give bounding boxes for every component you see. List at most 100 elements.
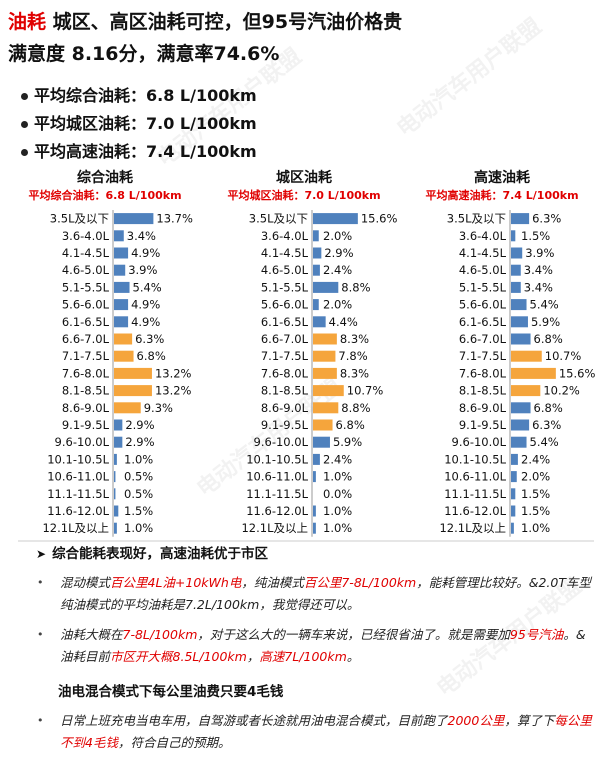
highlighted-text: 7-8L/100km <box>122 627 198 642</box>
category-tick-label: 6.6-7.0L <box>459 332 507 346</box>
comment-text: 混动模式 <box>60 575 111 590</box>
bar <box>114 402 141 414</box>
bar <box>114 522 117 534</box>
data-label: 6.3% <box>135 332 164 346</box>
comment-text: ，纯油模式 <box>241 575 304 590</box>
category-tick-label: 4.6-5.0L <box>261 263 309 277</box>
category-tick-label: 9.6-10.0L <box>55 435 110 449</box>
highlighted-text: 2000公里 <box>447 713 505 728</box>
category-tick-label: 9.1-9.5L <box>62 418 110 432</box>
key-point-2: 油电混合模式下每公里油费只要4毛钱 <box>58 683 283 701</box>
category-tick-label: 5.1-5.5L <box>261 280 309 294</box>
comment-text: 油耗大概在 <box>60 627 123 642</box>
bar <box>313 505 316 517</box>
category-tick-label: 3.6-4.0L <box>261 229 309 243</box>
bar <box>114 505 119 517</box>
bar <box>511 264 521 276</box>
data-label: 2.4% <box>521 452 550 466</box>
bar-chart-svg: 3.5L及以下 13.7% 3.6-4.0L 3.4% 4.1-4.5L 4.9% 4.6-… <box>42 210 193 537</box>
bar <box>511 436 527 448</box>
page-title: 油耗 城区、高区油耗可控，但95号汽油价格贵 <box>8 10 402 34</box>
category-tick-label: 6.1-6.5L <box>261 315 309 329</box>
summary-item-combined: 平均综合油耗：6.8 L/100km <box>21 82 257 110</box>
data-label: 7.8% <box>338 349 367 363</box>
bar <box>511 230 516 242</box>
data-label: 13.7% <box>156 212 193 226</box>
bar <box>313 350 336 362</box>
highway-consumption-chart: 高速油耗 平均高速油耗：7.4 L/100km 3.5L及以下 6.3% 3.6-4… <box>402 168 602 537</box>
section-divider <box>18 540 594 542</box>
category-tick-label: 12.1L及以上 <box>439 521 506 535</box>
comment-bullet-1: • 混动模式百公里4L油+10kWh电，纯油模式百公里7-8L/100km，能耗… <box>37 572 595 616</box>
category-tick-label: 10.1-10.5L <box>246 452 308 466</box>
data-label: 6.3% <box>532 418 561 432</box>
data-label: 10.7% <box>347 384 384 398</box>
data-label: 8.3% <box>340 366 369 380</box>
data-label: 8.3% <box>340 332 369 346</box>
data-label: 6.8% <box>137 349 166 363</box>
chart-title: 高速油耗 <box>474 170 530 186</box>
bar <box>114 436 123 448</box>
bar <box>114 333 133 345</box>
data-label: 2.4% <box>323 452 352 466</box>
data-label: 1.5% <box>521 487 550 501</box>
data-label: 5.9% <box>333 435 362 449</box>
bullet-icon <box>21 121 28 128</box>
data-label: 15.6% <box>361 212 398 226</box>
category-tick-label: 9.1-9.5L <box>459 418 507 432</box>
category-tick-label: 11.6-12.0L <box>246 504 308 518</box>
category-tick-label: 3.6-4.0L <box>459 229 507 243</box>
key-point-text: 油电混合模式下每公里油费只要4毛钱 <box>58 684 284 700</box>
comment-text: ，算了下 <box>504 713 555 728</box>
bar <box>313 333 337 345</box>
bullet-icon: • <box>37 628 44 641</box>
highlighted-text: 每公里不到4毛钱 <box>60 713 592 750</box>
bar <box>313 247 322 259</box>
category-tick-label: 8.1-8.5L <box>62 384 110 398</box>
category-tick-label: 3.5L及以下 <box>447 212 506 226</box>
combined-consumption-chart: 综合油耗 平均综合油耗：6.8 L/100km 3.5L及以下 13.7% 3.6-… <box>5 168 205 537</box>
title-text: 城区、高区油耗可控，但95号汽油价格贵 <box>46 11 403 33</box>
data-label: 2.9% <box>125 418 154 432</box>
highlighted-text: 高速7L/100km <box>259 649 347 664</box>
category-tick-label: 5.6-6.0L <box>261 298 309 312</box>
bar <box>114 471 116 483</box>
data-label: 5.4% <box>530 298 559 312</box>
data-label: 0.5% <box>124 470 153 484</box>
bar <box>313 436 330 448</box>
key-point-text: 综合能耗表现好，高速油耗优于市区 <box>52 546 269 562</box>
category-tick-label: 6.1-6.5L <box>62 315 110 329</box>
data-label: 3.4% <box>524 280 553 294</box>
bar <box>114 350 134 362</box>
bar <box>114 367 152 379</box>
data-label: 2.4% <box>323 263 352 277</box>
data-label: 10.7% <box>545 349 582 363</box>
chart-average-label: 平均综合油耗：6.8 L/100km <box>28 189 182 202</box>
category-tick-label: 11.1-11.5L <box>47 487 109 501</box>
category-tick-label: 3.6-4.0L <box>62 229 110 243</box>
comment-text: ， <box>246 649 260 664</box>
bar <box>313 453 320 465</box>
bar <box>313 230 319 242</box>
category-tick-label: 7.1-7.5L <box>261 349 309 363</box>
bar <box>114 264 126 276</box>
comment-bullet-2: • 油耗大概在7-8L/100km，对于这么大的一辆车来说，已经很省油了。就是需… <box>37 624 595 668</box>
category-tick-label: 10.1-10.5L <box>47 452 109 466</box>
category-tick-label: 4.1-4.5L <box>459 246 507 260</box>
data-label: 1.0% <box>521 521 550 535</box>
data-label: 0.0% <box>323 487 352 501</box>
category-tick-label: 7.6-8.0L <box>261 366 309 380</box>
category-tick-label: 11.6-12.0L <box>47 504 109 518</box>
category-tick-label: 5.6-6.0L <box>62 298 110 312</box>
city-consumption-chart: 城区油耗 平均城区油耗：7.0 L/100km 3.5L及以下 15.6% 3.6-… <box>204 168 404 537</box>
data-label: 2.9% <box>125 435 154 449</box>
category-tick-label: 6.6-7.0L <box>62 332 110 346</box>
bar <box>313 385 344 397</box>
category-tick-label: 7.1-7.5L <box>459 349 507 363</box>
category-tick-label: 9.1-9.5L <box>261 418 309 432</box>
data-label: 9.3% <box>144 401 173 415</box>
bar <box>511 350 542 362</box>
data-label: 2.0% <box>323 229 352 243</box>
category-tick-label: 9.6-10.0L <box>452 435 507 449</box>
highlighted-text: 百公里4L油+10kWh电 <box>110 575 242 590</box>
